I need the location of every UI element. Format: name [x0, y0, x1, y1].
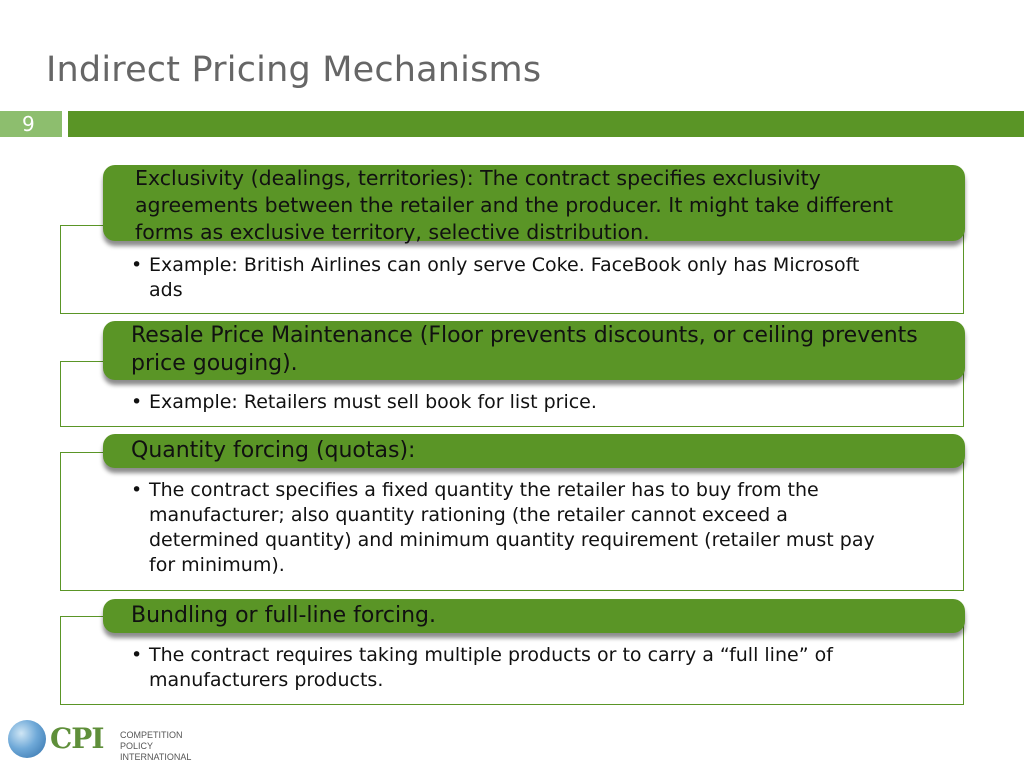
cpi-logo: CPI COMPETITION POLICY INTERNATIONAL — [8, 720, 208, 763]
logo-wordmark: CPI — [50, 722, 104, 755]
section-heading-1: Exclusivity (dealings, territories): The… — [103, 165, 965, 244]
section-bullet-3: • The contract specifies a fixed quantit… — [131, 478, 891, 578]
section-bullet-2: • Example: Retailers must sell book for … — [131, 390, 891, 415]
header-bar — [68, 111, 1024, 137]
bullet-dot: • — [131, 254, 143, 276]
section-heading-3: Quantity forcing (quotas): — [103, 434, 965, 468]
logo-subtitle-line1: COMPETITION POLICY — [120, 730, 183, 751]
slide-number-box: 9 — [0, 111, 62, 137]
bullet-dot: • — [131, 644, 143, 666]
section-box-3 — [60, 452, 964, 591]
section-heading-2: Resale Price Maintenance (Floor prevents… — [103, 321, 965, 380]
section-bullet-4: • The contract requires taking multiple … — [131, 643, 891, 693]
bullet-dot: • — [131, 479, 143, 501]
bullet-text: The contract requires taking multiple pr… — [149, 644, 833, 691]
section-bullet-1: • Example: British Airlines can only ser… — [131, 253, 891, 303]
bullet-dot: • — [131, 391, 143, 413]
slide-title: Indirect Pricing Mechanisms — [46, 50, 542, 90]
logo-subtitle: COMPETITION POLICY INTERNATIONAL — [120, 730, 208, 763]
logo-subtitle-line2: INTERNATIONAL — [120, 752, 192, 762]
bullet-text: The contract specifies a fixed quantity … — [149, 479, 875, 576]
slide-number: 9 — [22, 112, 35, 136]
section-heading-4: Bundling or full-line forcing. — [103, 599, 965, 633]
bullet-text: Example: Retailers must sell book for li… — [149, 391, 597, 413]
bullet-text: Example: British Airlines can only serve… — [149, 254, 860, 301]
globe-icon — [8, 720, 46, 758]
